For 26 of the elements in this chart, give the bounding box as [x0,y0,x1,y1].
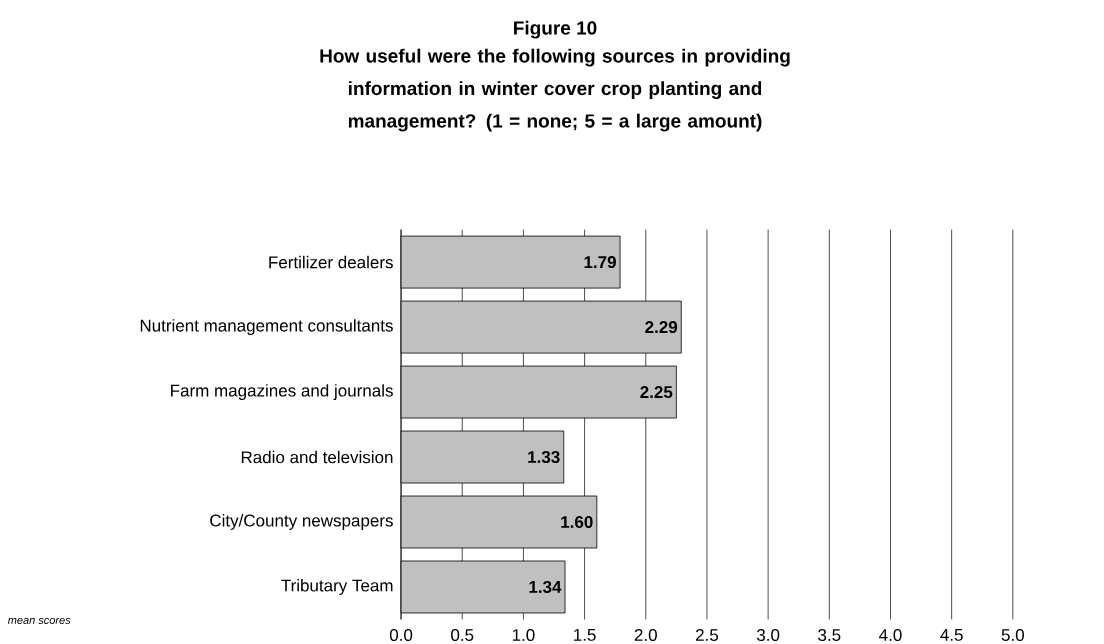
text: mean scores [7,617,71,624]
data-label: 1.34 [529,580,562,593]
data-label: 2.25 [640,385,673,398]
y-tick-label: Farm magazines and journals [171,383,393,400]
x-tick-label: 2.5 [696,628,719,641]
y-tick-label: Radio and television [241,450,393,464]
data-label: 2.29 [645,320,678,333]
x-tick-label: 5.0 [1001,628,1024,641]
x-tick-label: 4.0 [879,628,902,641]
data-label: 1.33 [528,450,560,463]
x-tick-label: 4.5 [940,628,963,641]
x-tick-label: 0.5 [451,628,474,641]
x-tick-label: 2.0 [634,628,657,641]
data-label: 1.60 [561,515,593,528]
y-tick-label: Nutrient management consultants [140,318,393,335]
x-tick-label: 0.0 [389,628,413,641]
chart-subtitle: How useful were the following sources in providing information in winter cover crop planting and management? (1 = none; 5 = a large amount) [320,48,790,132]
x-tick-label: 3.0 [756,628,780,641]
data-label: 1.79 [584,255,616,268]
y-tick-label: Fertilizer dealers [269,255,393,269]
x-tick-label: 1.0 [512,628,535,641]
x-tick-label: 1.5 [574,628,596,641]
y-tick-label: City/County newspapers [210,513,393,530]
y-tick-label: Tributary Team [281,578,393,595]
chart-title: Figure 10 [514,20,597,39]
x-tick-label: 3.5 [818,628,841,641]
